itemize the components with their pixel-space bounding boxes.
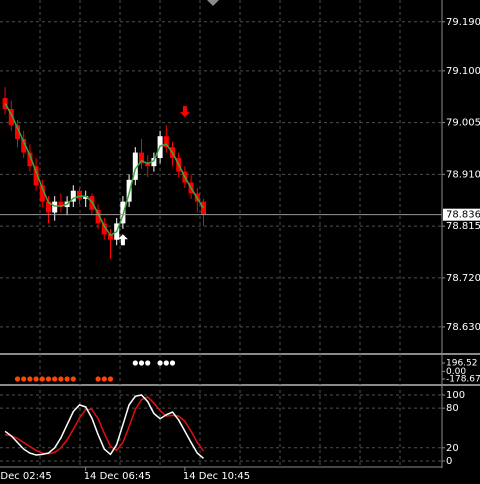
y-tick-label: 78.815 bbox=[446, 221, 480, 232]
signal-dot bbox=[132, 360, 138, 366]
signal-dot bbox=[157, 360, 163, 366]
signal-dot bbox=[145, 360, 151, 366]
candle-body bbox=[8, 108, 14, 126]
candle-body bbox=[46, 201, 51, 213]
y-tick-label: 79.100 bbox=[446, 66, 480, 77]
y-tick-label: 0.00 bbox=[446, 367, 466, 377]
candle-body bbox=[70, 190, 76, 202]
candle-body bbox=[58, 201, 64, 208]
y-tick-label: 78.630 bbox=[446, 322, 480, 333]
candle-body bbox=[27, 152, 33, 167]
candle-body bbox=[151, 158, 157, 167]
buy-arrow bbox=[117, 234, 128, 246]
signal-dot bbox=[21, 376, 27, 382]
candle-body bbox=[83, 196, 89, 199]
shift-marker bbox=[207, 0, 219, 6]
candle-body bbox=[33, 166, 39, 186]
y-tick-label: 79.190 bbox=[446, 17, 480, 28]
signal-dot bbox=[64, 376, 70, 382]
candle-body bbox=[39, 185, 45, 202]
candle-body bbox=[132, 152, 138, 180]
signal-dot bbox=[70, 376, 76, 382]
candle-body bbox=[77, 190, 82, 199]
candle-body bbox=[145, 163, 151, 167]
y-tick-label: 79.005 bbox=[446, 118, 480, 129]
current-price-label: 78.836 bbox=[446, 210, 480, 221]
signal-dot bbox=[45, 376, 52, 382]
signal-dot bbox=[101, 376, 107, 382]
signal-dot bbox=[169, 360, 176, 366]
y-tick-label: 100 bbox=[446, 390, 465, 401]
candle-body bbox=[163, 136, 169, 148]
candle-body bbox=[21, 138, 27, 153]
vertical-grid bbox=[39, 0, 401, 466]
y-tick-label: 20 bbox=[446, 443, 459, 454]
x-tick-label: 14 Dec 10:45 bbox=[183, 471, 250, 482]
candle-body bbox=[201, 201, 206, 215]
candle-body bbox=[52, 201, 58, 213]
candle-body bbox=[108, 234, 113, 240]
y-tick-label: 78.910 bbox=[446, 169, 480, 180]
current-price-box bbox=[443, 208, 480, 221]
y-tick-label: 78.720 bbox=[446, 273, 480, 284]
sell-arrow bbox=[179, 106, 190, 118]
signal-dot bbox=[58, 376, 64, 382]
x-tick-label: 14 Dec 02:45 bbox=[0, 471, 52, 482]
candle-body bbox=[15, 125, 20, 139]
moving-average bbox=[4, 103, 205, 237]
stochastic-main bbox=[4, 394, 204, 459]
signal-dot bbox=[39, 376, 45, 382]
signal-dot bbox=[52, 376, 58, 382]
y-tick-label: 80 bbox=[446, 403, 459, 414]
candle-body bbox=[95, 209, 101, 224]
signal-dot bbox=[95, 376, 101, 382]
candle-body bbox=[139, 152, 144, 164]
signal-dot bbox=[107, 376, 114, 382]
signal-dot bbox=[138, 360, 145, 366]
signal-dot bbox=[33, 376, 39, 382]
y-tick-label: -178.67 bbox=[446, 374, 480, 384]
signal-dot bbox=[163, 360, 169, 366]
signal-dot bbox=[14, 376, 21, 382]
y-tick-label: 196.52 bbox=[446, 359, 478, 369]
signal-dot bbox=[27, 376, 33, 382]
x-tick-label: 14 Dec 06:45 bbox=[84, 471, 151, 482]
candle-body bbox=[101, 223, 107, 235]
stochastic-signal bbox=[4, 396, 205, 455]
y-tick-label: 0 bbox=[446, 456, 452, 467]
